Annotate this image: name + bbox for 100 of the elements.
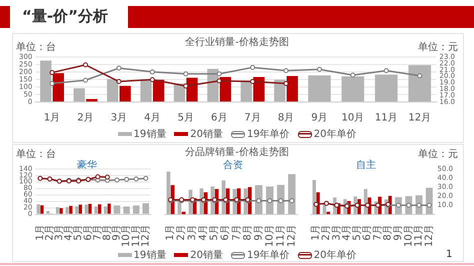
x-tick-label: 8月 [102,224,113,241]
x-tick-label: 9月 [311,112,328,124]
x-tick-label: 6月 [220,224,232,241]
bar [98,204,102,214]
chart-title: 分品牌销量-价格走势图 [185,147,289,158]
x-tick-label: 8月 [242,224,254,241]
x-tick-label: 9月 [253,224,264,241]
point [50,70,55,76]
x-tick-label: 5月 [352,224,363,241]
point [216,78,222,84]
bar [178,201,182,214]
x-tick-label: 3月 [54,224,65,241]
x-tick-label: 1月 [165,224,176,241]
point [250,79,256,84]
bar [326,212,330,214]
bar [74,88,85,102]
bar [60,208,63,214]
point [116,66,122,71]
x-tick-label: 2月 [321,224,332,241]
point [316,66,322,72]
bar [75,206,78,214]
x-tick-label: 12月 [286,224,298,248]
x-tick-label: 11月 [130,224,142,248]
x-tick-label: 10月 [341,112,364,124]
point [150,69,155,74]
bar [69,206,72,214]
x-tick-label: 1月 [310,224,322,241]
x-tick-label: 7月 [231,224,242,241]
x-tick-label: 11月 [374,112,398,124]
bar [274,80,286,102]
x-tick-label: 4月 [144,112,161,124]
legend-label: 20销量 [190,249,223,262]
point [82,62,88,68]
bar [220,77,232,102]
legend-label: 19销量 [134,128,166,141]
legend-label: 20销量 [190,128,223,141]
x-tick-label: 12月 [424,224,435,248]
point [116,79,122,84]
bar [152,80,164,102]
x-tick-label: 12月 [140,224,152,248]
x-tick-label: 4月 [342,224,353,241]
x-tick-label: 10月 [264,224,276,248]
point [284,68,289,74]
legend-label: 19销量 [134,249,166,262]
x-tick-label: 7月 [244,112,261,124]
x-tick-label: 4月 [198,224,210,241]
legend-label: 20年单价 [314,248,356,262]
x-tick-label: 2月 [176,224,188,241]
y2-axis-title: 单位：元 [418,148,458,161]
x-tick-label: 9月 [393,224,404,241]
x-tick-label: 3月 [187,224,198,241]
y-axis-title: 单位：台 [16,148,56,161]
point [50,80,55,86]
chart-subtitle: 合资 [222,159,244,172]
bar [140,79,152,102]
x-tick-label: 6月 [362,224,374,241]
bar [108,204,111,214]
point [250,64,256,70]
point [284,80,289,86]
legend-label: 19年单价 [247,248,290,262]
point [216,71,222,76]
x-tick-label: 1月 [44,112,60,124]
x-tick-label: 7月 [372,224,384,241]
x-tick-label: 10月 [403,224,414,248]
x-tick-label: 11月 [275,224,286,248]
x-tick-label: 7月 [92,224,104,241]
text: “量-价”分析 [22,7,108,26]
bar [166,172,170,214]
bar [312,180,316,214]
x-tick-label: 6月 [210,112,228,124]
bar [94,206,98,214]
bar [66,207,69,214]
bar [120,86,131,102]
point [417,73,422,78]
bar [286,76,298,102]
x-tick-label: 2月 [77,112,94,124]
x-tick-label: 3月 [331,224,342,241]
chart-subtitle: 豪华 [77,160,97,171]
legend-label: 20年单价 [314,128,356,141]
chart-title: 全行业销量-价格走势图 [185,37,289,48]
x-tick-label: 6月 [82,224,94,241]
bar [40,60,52,102]
y2-axis-title: 单位：元 [418,40,458,54]
bar [56,207,60,214]
y-axis-title: 单位：台 [16,40,56,54]
bar [107,79,118,102]
x-tick-label: 12月 [408,112,432,124]
x-tick-label: 5月 [178,112,194,124]
bar [104,206,108,214]
bar [36,204,40,214]
point [150,77,155,82]
point [183,84,188,88]
x-tick-label: 1月 [34,224,46,241]
x-tick-label: 10月 [121,224,132,248]
x-tick-label: 5月 [73,224,84,241]
x-tick-label: 5月 [209,224,220,241]
text: 1 [446,249,452,260]
point [384,68,389,74]
x-tick-label: 2月 [44,224,56,241]
point [82,78,88,83]
